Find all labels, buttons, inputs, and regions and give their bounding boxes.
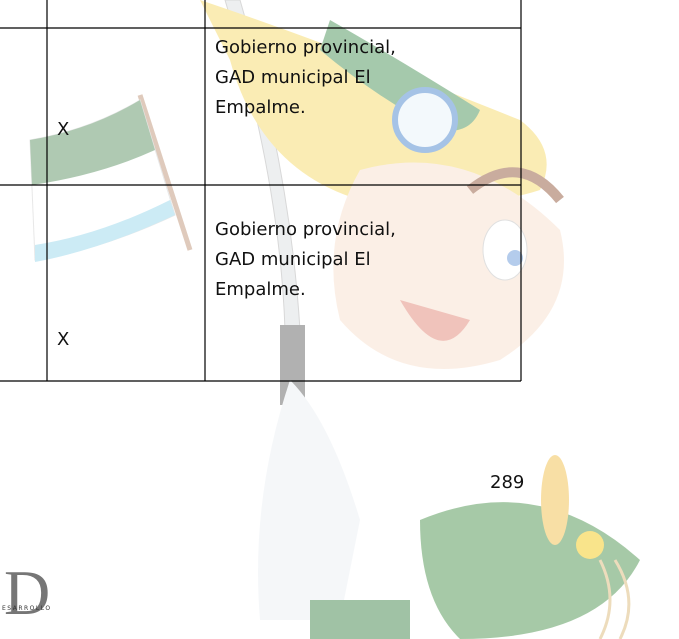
text-line: Empalme. <box>215 97 306 118</box>
cell-text: Gobierno provincial, GAD municipal El Em… <box>215 215 396 305</box>
logo-text: ESARROLLO <box>2 605 52 612</box>
cell-text: Gobierno provincial, GAD municipal El Em… <box>215 33 396 123</box>
text-line: Gobierno provincial, <box>215 219 396 240</box>
text-line: GAD municipal El <box>215 67 371 88</box>
text-line: GAD municipal El <box>215 249 371 270</box>
cell-mark: X <box>57 329 70 350</box>
text-line: Gobierno provincial, <box>215 37 396 58</box>
text-line: Empalme. <box>215 279 306 300</box>
logo-letter: D <box>4 557 50 628</box>
page-number: 289 <box>490 472 525 493</box>
cell-mark: X <box>57 119 70 140</box>
